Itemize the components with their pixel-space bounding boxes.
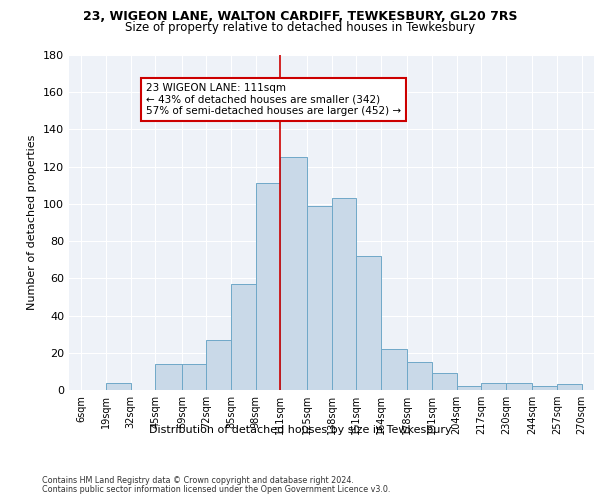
- Text: Contains public sector information licensed under the Open Government Licence v3: Contains public sector information licen…: [42, 484, 391, 494]
- Text: Size of property relative to detached houses in Tewkesbury: Size of property relative to detached ho…: [125, 22, 475, 35]
- Bar: [356, 256, 381, 390]
- Y-axis label: Number of detached properties: Number of detached properties: [28, 135, 37, 310]
- Text: 23, WIGEON LANE, WALTON CARDIFF, TEWKESBURY, GL20 7RS: 23, WIGEON LANE, WALTON CARDIFF, TEWKESB…: [83, 10, 517, 23]
- Bar: [307, 206, 331, 390]
- Bar: [407, 362, 432, 390]
- Text: Distribution of detached houses by size in Tewkesbury: Distribution of detached houses by size …: [149, 425, 451, 435]
- Bar: [155, 364, 182, 390]
- Bar: [381, 349, 407, 390]
- Bar: [206, 340, 231, 390]
- Bar: [331, 198, 356, 390]
- Bar: [280, 158, 307, 390]
- Bar: [481, 382, 506, 390]
- Bar: [432, 373, 457, 390]
- Text: Contains HM Land Registry data © Crown copyright and database right 2024.: Contains HM Land Registry data © Crown c…: [42, 476, 354, 485]
- Bar: [457, 386, 481, 390]
- Bar: [557, 384, 581, 390]
- Bar: [256, 184, 280, 390]
- Bar: [182, 364, 206, 390]
- Bar: [106, 382, 131, 390]
- Bar: [532, 386, 557, 390]
- Bar: [231, 284, 256, 390]
- Text: 23 WIGEON LANE: 111sqm
← 43% of detached houses are smaller (342)
57% of semi-de: 23 WIGEON LANE: 111sqm ← 43% of detached…: [146, 83, 401, 116]
- Bar: [506, 382, 532, 390]
